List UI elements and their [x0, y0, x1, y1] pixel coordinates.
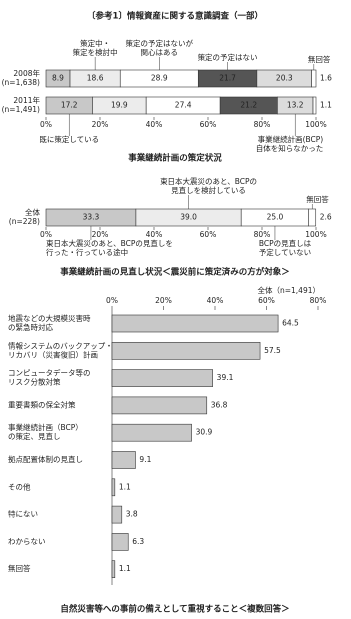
legend-label: 無回答 — [308, 54, 331, 64]
category-label: 2008年 — [13, 68, 40, 78]
value-label: 17.2 — [61, 101, 78, 110]
category-label: 地震などの大規模災害時 — [8, 313, 91, 323]
x-tick-label: 60% — [258, 296, 275, 305]
page-title: 〔参考1〕情報資産に関する意識調査（一部） — [87, 11, 263, 22]
value-label: 1.6 — [320, 74, 332, 83]
value-label: 6.3 — [132, 537, 144, 546]
legend-label: 策定の予定はないが — [126, 38, 194, 48]
bar — [111, 533, 129, 551]
value-label: 1.1 — [119, 482, 131, 491]
x-tick-label: 20% — [92, 120, 109, 129]
x-tick-label: 0% — [106, 296, 118, 305]
x-tick-label: 40% — [146, 120, 163, 129]
value-label: 39.0 — [180, 213, 197, 222]
x-tick-label: 40% — [146, 230, 163, 239]
x-tick-label: 80% — [254, 230, 271, 239]
legend-label: 策定を検討中 — [73, 47, 118, 57]
category-label: (n=228) — [9, 217, 40, 226]
value-label: 21.2 — [240, 101, 257, 110]
bar — [111, 451, 136, 469]
x-tick-label: 80% — [310, 296, 327, 305]
legend-label: 策定中・ — [80, 38, 110, 48]
bar — [111, 505, 123, 524]
value-label: 36.8 — [211, 400, 228, 409]
value-label: 25.0 — [267, 213, 284, 222]
value-label: 2.6 — [320, 213, 332, 222]
x-tick-label: 40% — [207, 296, 224, 305]
category-label: 情報システムのバックアップ・ — [8, 340, 113, 350]
bar-segment — [312, 96, 317, 115]
bar — [111, 560, 116, 579]
category-label: リスク分散対策 — [8, 377, 61, 387]
legend-label: 行った・行っている途中 — [46, 247, 128, 257]
value-label: 57.5 — [264, 346, 281, 355]
legend-label: BCPの見直しは — [259, 238, 312, 248]
value-label: 19.9 — [111, 101, 128, 110]
category-label: の緊急時対応 — [8, 322, 53, 332]
bar-segment — [308, 208, 317, 227]
bar — [111, 396, 208, 415]
bar — [111, 369, 213, 387]
category-label: (n=1,491) — [2, 105, 40, 114]
category-label: 拠点配置体制の見直し — [8, 454, 83, 464]
category-label: リカバリ（災害復旧）計画 — [8, 349, 98, 359]
value-label: 8.9 — [52, 74, 64, 83]
category-label: の策定、見直し — [8, 431, 61, 441]
legend-label: 事業継続計画(BCP) — [258, 134, 324, 144]
x-tick-label: 60% — [200, 120, 217, 129]
legend-label: 無回答 — [306, 194, 329, 204]
value-label: 13.2 — [287, 101, 304, 110]
category-label: 重要書類の保全対策 — [8, 399, 76, 409]
category-label: 特にない — [8, 509, 38, 519]
chart-title: 事業継続計画の見直し状況＜震災前に策定済みの方が対象＞ — [60, 267, 290, 278]
value-label: 39.1 — [217, 373, 234, 382]
legend-label: 既に策定している — [39, 134, 99, 144]
legend-label: 見直しを検討している — [171, 185, 246, 195]
bar — [111, 478, 116, 497]
bar-segment — [311, 69, 317, 88]
value-label: 9.1 — [139, 455, 151, 464]
legend-label: 東日本大震災のあと、BCPの見直しを — [46, 238, 173, 248]
category-label: コンピュータデータ等の — [8, 368, 91, 378]
x-tick-label: 60% — [200, 230, 217, 239]
x-tick-label: 100% — [305, 120, 326, 129]
value-label: 30.9 — [196, 428, 213, 437]
legend-label: 予定していない — [259, 247, 311, 257]
legend-label: 自体を知らなかった — [256, 143, 324, 153]
chart-title: 事業継続計画の策定状況 — [128, 153, 222, 164]
bar — [111, 341, 261, 360]
legend-label: 策定の予定はない — [198, 52, 258, 62]
category-label: 事業継続計画（BCP） — [8, 422, 83, 432]
category-label: 2011年 — [13, 95, 40, 105]
note: 全体（n=1,491） — [257, 285, 320, 295]
value-label: 28.9 — [151, 74, 168, 83]
x-tick-label: 0% — [40, 230, 52, 239]
chart-title: 自然災害等への事前の備えとして重視すること＜複数回答＞ — [60, 604, 289, 615]
value-label: 33.3 — [83, 213, 100, 222]
value-label: 3.8 — [126, 510, 138, 519]
value-label: 1.1 — [320, 101, 332, 110]
value-label: 1.1 — [119, 564, 131, 573]
bar — [111, 423, 192, 442]
x-tick-label: 100% — [305, 230, 326, 239]
x-tick-label: 80% — [254, 120, 271, 129]
x-tick-label: 20% — [155, 296, 172, 305]
legend-label: 東日本大震災のあと、BCPの — [160, 176, 257, 186]
legend-label: 関心はある — [141, 48, 179, 57]
value-label: 21.7 — [219, 74, 236, 83]
value-label: 64.5 — [282, 319, 299, 328]
category-label: わからない — [8, 537, 46, 546]
bar — [111, 314, 279, 333]
category-label: (n=1,638) — [2, 78, 40, 87]
category-label: 全体 — [25, 207, 40, 217]
category-label: その他 — [8, 481, 31, 491]
value-label: 18.6 — [87, 74, 104, 83]
x-tick-label: 0% — [40, 120, 52, 129]
value-label: 20.3 — [276, 74, 293, 83]
value-label: 27.4 — [175, 101, 192, 110]
category-label: 無回答 — [8, 563, 31, 573]
x-tick-label: 20% — [92, 230, 109, 239]
